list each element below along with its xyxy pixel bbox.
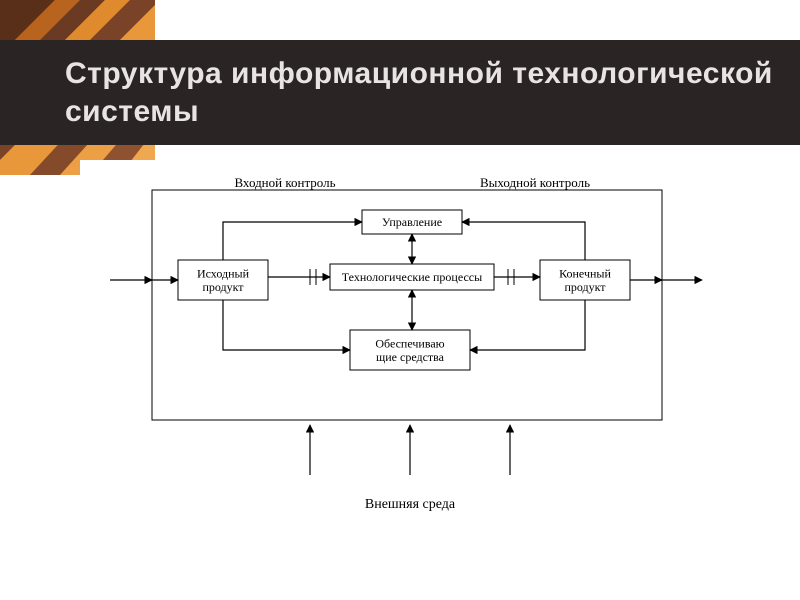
diagram-area: Входной контроль Выходной контроль Управле…: [80, 160, 720, 560]
header-band: Структура информационной технологической…: [0, 40, 800, 145]
edge-final-mgmt: [462, 222, 585, 260]
page-title: Структура информационной технологической…: [65, 55, 800, 130]
node-initial-product-label: Исходныйпродукт: [197, 266, 250, 294]
edge-final-support: [470, 300, 585, 350]
node-final-product-label: Конечныйпродукт: [559, 266, 611, 294]
edge-initial-support: [223, 300, 350, 350]
edge-initial-mgmt: [223, 222, 362, 260]
node-management-label: Управление: [382, 215, 442, 229]
label-input-control: Входной контроль: [234, 175, 335, 190]
label-output-control: Выходной контроль: [480, 175, 590, 190]
label-environment: Внешняя среда: [365, 497, 456, 512]
slide: Структура информационной технологической…: [0, 0, 800, 600]
node-processes-label: Технологические процессы: [342, 270, 482, 284]
diagram-svg: Входной контроль Выходной контроль Управле…: [80, 160, 720, 560]
node-support-label: Обеспечивающие средства: [375, 336, 444, 364]
